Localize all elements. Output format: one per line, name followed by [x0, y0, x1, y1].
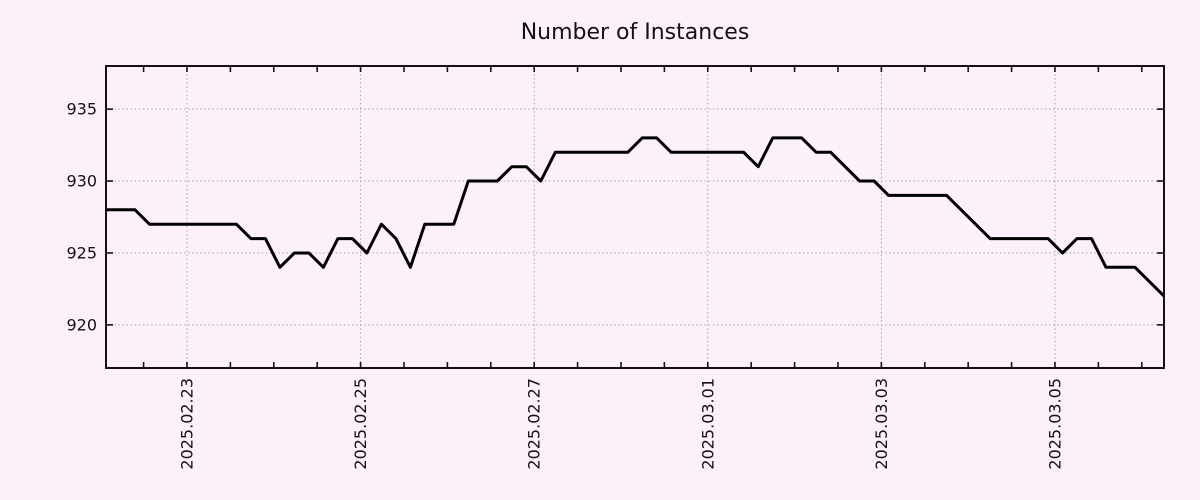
gridlines	[106, 66, 1164, 368]
x-tick-label: 2025.03.03	[872, 378, 891, 470]
x-tick-label: 2025.02.23	[177, 378, 196, 470]
chart-title: Number of Instances	[521, 20, 750, 45]
y-axis-labels: 920 925 930 935	[66, 100, 97, 335]
y-tick-label: 925	[66, 243, 97, 262]
plot-border	[105, 65, 1165, 369]
y-tick-label: 935	[66, 100, 97, 119]
x-tick-label: 2025.03.05	[1045, 378, 1064, 470]
x-axis-labels: 2025.02.23 2025.02.25 2025.02.27 2025.03.01…	[177, 378, 1064, 470]
y-tick-label: 920	[66, 315, 97, 334]
series-line-instances	[106, 136, 1166, 298]
x-tick-label: 2025.03.01	[698, 378, 717, 470]
y-tick-label: 930	[66, 172, 97, 191]
x-tick-label: 2025.02.25	[351, 378, 370, 470]
x-tick-label: 2025.02.27	[525, 378, 544, 470]
